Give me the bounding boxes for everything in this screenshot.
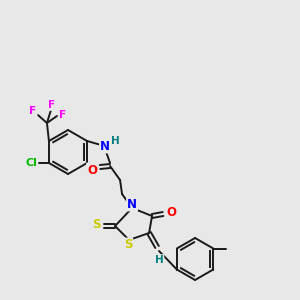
- Text: O: O: [166, 206, 176, 218]
- Text: S: S: [92, 218, 100, 232]
- Text: F: F: [59, 110, 67, 120]
- Text: O: O: [87, 164, 97, 176]
- Text: F: F: [29, 106, 37, 116]
- Text: H: H: [155, 255, 164, 265]
- Text: N: N: [100, 140, 110, 152]
- Text: Cl: Cl: [25, 158, 37, 168]
- Text: N: N: [127, 197, 137, 211]
- Text: H: H: [111, 136, 119, 146]
- Text: S: S: [124, 238, 132, 251]
- Text: F: F: [48, 100, 56, 110]
